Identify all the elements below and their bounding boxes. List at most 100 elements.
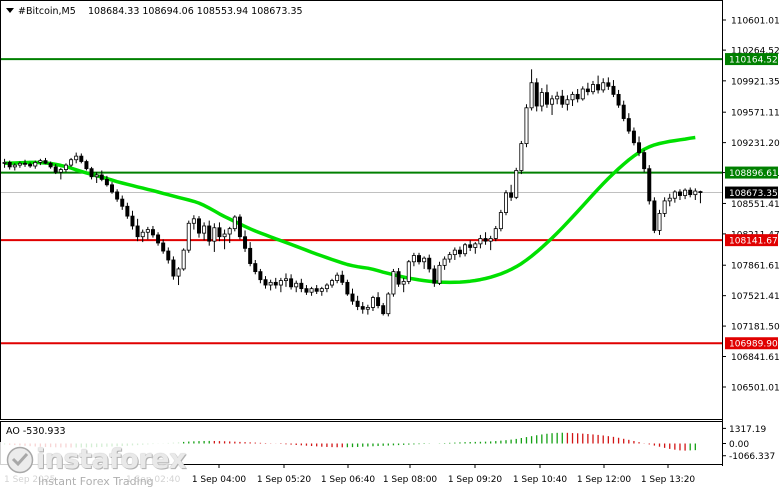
candle	[202, 222, 207, 241]
candle-body	[550, 98, 555, 105]
candle	[140, 229, 145, 243]
candle	[585, 82, 590, 96]
candle-body	[647, 168, 652, 202]
candle	[667, 193, 672, 207]
candle	[514, 167, 519, 200]
candle-body	[104, 179, 109, 186]
candle-body	[156, 234, 161, 244]
candle-body	[237, 216, 242, 238]
time-tick-label: 1 Sep 09:20	[448, 475, 503, 485]
time-tick-label: 1 Sep 13:20	[641, 475, 696, 485]
candle-body	[340, 274, 345, 283]
candle	[156, 232, 161, 246]
candle-body	[504, 192, 508, 213]
candle	[473, 242, 478, 254]
candle-body	[698, 191, 703, 193]
candle	[186, 220, 191, 253]
candle-body	[2, 162, 7, 164]
candle	[115, 189, 120, 202]
candle	[488, 235, 493, 251]
candle-body	[335, 274, 340, 281]
candle	[463, 242, 468, 257]
candle	[493, 225, 498, 242]
candle-body	[125, 205, 130, 217]
price-tags-layer: 110164.52 108896.61 108141.67 106989.90 1086…	[725, 53, 778, 350]
candle-body	[23, 162, 28, 165]
candle	[89, 166, 94, 180]
levels-layer	[1, 58, 722, 345]
candle	[693, 188, 698, 201]
candle	[575, 89, 580, 103]
candle	[145, 226, 150, 240]
candle	[243, 230, 248, 252]
candle	[565, 95, 570, 111]
candle	[330, 278, 335, 288]
candle	[427, 254, 432, 273]
candle	[314, 285, 319, 294]
candle	[350, 288, 355, 305]
candle	[335, 272, 340, 284]
candle	[447, 251, 452, 263]
candle	[365, 304, 370, 315]
candle	[294, 280, 299, 293]
instaforex-logo-icon	[6, 446, 34, 474]
candle	[688, 187, 693, 198]
candle	[519, 140, 524, 175]
candle-body	[360, 306, 365, 310]
candle-body	[652, 200, 657, 231]
candle	[478, 234, 483, 249]
candle	[171, 256, 176, 280]
candle	[631, 127, 636, 146]
candle-body	[616, 93, 621, 106]
candle-body	[626, 118, 631, 132]
candle-body	[417, 255, 422, 263]
candle	[422, 256, 427, 269]
candle-body	[48, 162, 53, 168]
candle	[130, 210, 135, 230]
candle-body	[560, 95, 565, 105]
candle	[166, 247, 171, 264]
candle	[611, 80, 616, 98]
candle-body	[89, 168, 94, 178]
candle	[596, 75, 601, 94]
candle	[432, 265, 437, 287]
candle-body	[637, 142, 642, 153]
candle	[53, 164, 58, 175]
candle	[104, 175, 109, 187]
price-axis-ticks: 110601.01 110264.52 109921.35 109571.11 1092…	[722, 17, 780, 394]
price-tick-label: 109231.20	[731, 139, 780, 149]
candle	[606, 77, 611, 90]
candle-body	[222, 233, 227, 238]
symbol-dropdown-icon[interactable]	[6, 8, 14, 13]
candle-body	[268, 281, 273, 286]
candle	[376, 292, 381, 309]
candle	[391, 268, 396, 297]
candle	[99, 170, 104, 182]
candle	[442, 256, 447, 270]
candle-body	[596, 84, 601, 91]
candle	[539, 88, 544, 112]
candle	[483, 232, 488, 245]
candle	[657, 209, 662, 235]
candle	[417, 252, 422, 265]
price-tick-label: 106841.61	[731, 353, 780, 363]
candle-body	[411, 255, 416, 263]
candle-body	[509, 192, 514, 198]
moving-average-layer	[4, 135, 696, 285]
chart-symbol: #Bitcoin,M5	[18, 6, 76, 17]
candle	[268, 279, 273, 291]
candle	[647, 165, 652, 205]
candle-body	[677, 191, 682, 196]
candle-body	[299, 282, 304, 290]
candle	[176, 267, 181, 286]
candle-body	[324, 284, 329, 290]
candle-body	[212, 227, 217, 242]
candle	[555, 91, 560, 105]
candle	[283, 273, 288, 287]
level-price-label: 106989.90	[729, 340, 778, 350]
candle-body	[28, 163, 33, 167]
price-tick-label: 107521.41	[731, 292, 780, 302]
candle-body	[17, 162, 22, 166]
candle	[626, 113, 631, 134]
candle	[662, 197, 667, 218]
